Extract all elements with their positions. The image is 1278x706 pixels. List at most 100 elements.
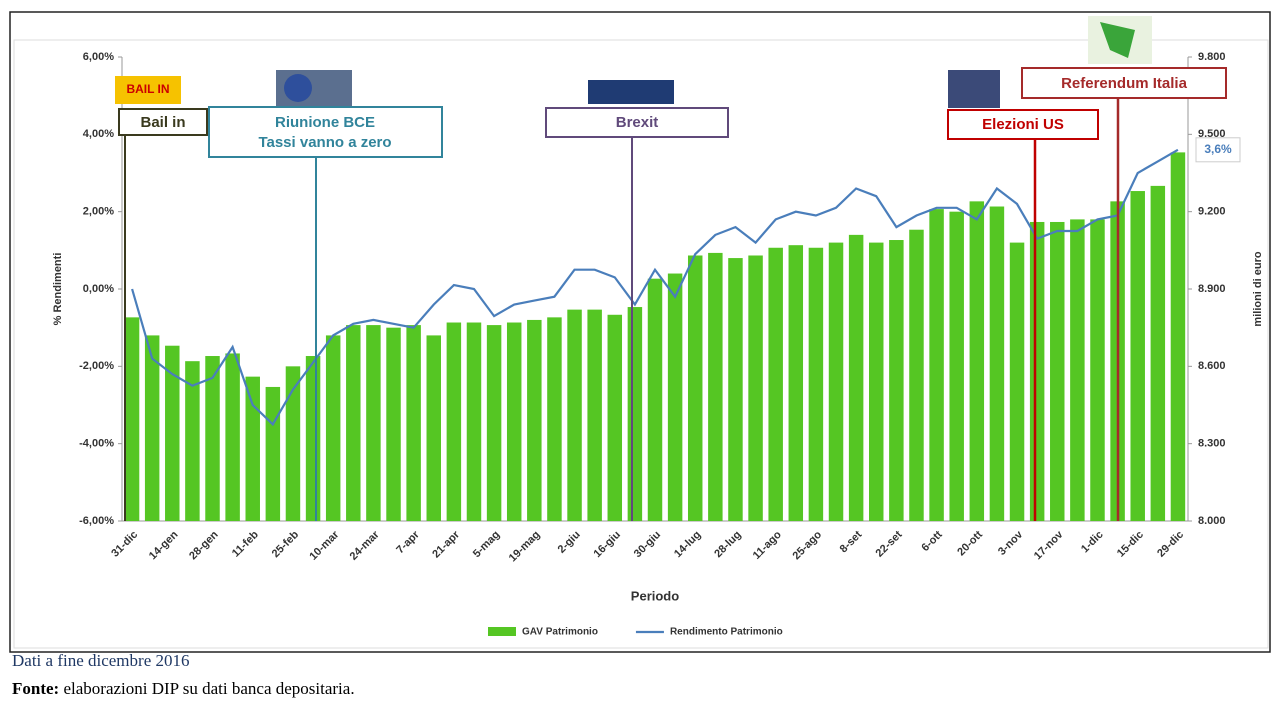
bar: [929, 209, 944, 522]
y-tick-label: 0,00%: [83, 283, 114, 295]
bar: [627, 307, 643, 521]
annotation: Referendum Italia: [1061, 75, 1188, 92]
bar: [1090, 219, 1105, 521]
bar: [728, 258, 743, 521]
bar: [527, 319, 542, 521]
icon: [948, 70, 1000, 108]
bar: [1029, 221, 1045, 521]
bar: [748, 255, 763, 521]
bar: [245, 376, 260, 521]
icon: [284, 74, 312, 102]
bar: [567, 309, 582, 521]
y2-tick-label: 9.200: [1198, 206, 1226, 218]
bar: [587, 309, 602, 521]
bar: [687, 255, 703, 521]
y2-tick-label: 8.300: [1198, 438, 1226, 450]
bar: [848, 234, 864, 521]
annotation: Tassi vanno a zero: [258, 134, 391, 151]
y2-tick-label: 8.900: [1198, 283, 1226, 295]
annotation-box: [947, 109, 1099, 140]
bar: [1170, 152, 1186, 521]
source-label: Fonte:: [12, 679, 59, 698]
bar: [466, 322, 482, 521]
line: [131, 148, 1179, 427]
y-tick-label: -2,00%: [79, 360, 114, 372]
y-tick-label: -6,00%: [79, 515, 114, 527]
bar: [165, 345, 180, 521]
bar: [788, 245, 804, 521]
bar: [889, 240, 904, 521]
bar: [647, 278, 663, 521]
bar: [969, 201, 985, 521]
y2-tick-label: 9.500: [1198, 128, 1226, 140]
bar: [708, 252, 723, 521]
x-axis-title: Periodo: [631, 588, 679, 603]
annotation-box: [208, 106, 443, 158]
annotation-box: [1021, 67, 1227, 99]
annotation: Brexit: [616, 114, 659, 131]
end-label-box: [1195, 137, 1241, 163]
bar: [225, 353, 240, 521]
annotation-box: [118, 108, 208, 136]
y-axis-title: % Rendimenti: [52, 253, 64, 326]
y2-tick-label: 8.600: [1198, 360, 1226, 372]
bar: [808, 247, 824, 521]
bar: [607, 314, 623, 521]
y2-tick-label: 9.800: [1198, 51, 1226, 63]
note: Dati a fine dicembre 2016: [12, 651, 190, 670]
source-text: elaborazioni DIP su dati banca depositar…: [59, 679, 354, 698]
bar: [205, 356, 220, 521]
plot-frame: [13, 39, 1269, 649]
bar: [1150, 185, 1166, 521]
bar: [506, 322, 522, 521]
bar: [828, 242, 844, 521]
bar: [989, 206, 1005, 521]
legend-label: Rendimento Patrimonio: [670, 627, 783, 638]
bar: [265, 386, 281, 521]
bar: [1009, 242, 1025, 521]
annotation: Bail in: [140, 114, 185, 131]
bar: [406, 325, 421, 521]
bar: [949, 211, 964, 521]
bar: [446, 322, 462, 521]
bar: [346, 325, 361, 521]
annotation: Elezioni US: [982, 116, 1064, 133]
bar: [909, 229, 924, 521]
bar: [144, 335, 160, 521]
bar: [366, 325, 381, 521]
y-tick-label: -4,00%: [79, 438, 114, 450]
y-tick-label: 6,00%: [83, 51, 114, 63]
bar: [124, 317, 140, 521]
bar: [285, 366, 301, 521]
bar: [1070, 219, 1085, 521]
bar: [1050, 221, 1065, 521]
end-label: 3,6%: [1204, 142, 1232, 156]
y-tick-label: 4,00%: [83, 128, 114, 140]
bar: [869, 242, 884, 521]
bar: [547, 317, 562, 521]
annotation: Riunione BCE: [275, 114, 375, 131]
bar: [305, 356, 321, 521]
y-tick-label: 2,00%: [83, 206, 114, 218]
bar: [768, 247, 783, 521]
bar: [325, 335, 341, 521]
bar: [667, 273, 683, 521]
y2-axis-title: milioni di euro: [1252, 251, 1264, 326]
bar: [1130, 191, 1145, 522]
icon: [588, 80, 674, 104]
bar: [486, 325, 502, 521]
y2-tick-label: 8.000: [1198, 515, 1226, 527]
legend-label: GAV Patrimonio: [522, 627, 598, 638]
bar: [185, 361, 200, 521]
annotation-box: [545, 107, 729, 138]
source: Fonte: elaborazioni DIP su dati banca de…: [12, 679, 355, 698]
bar: [426, 335, 441, 521]
icon-text: BAIL IN: [126, 82, 169, 96]
bar: [386, 327, 401, 521]
icon: [1100, 22, 1135, 58]
legend-swatch: [488, 627, 516, 636]
annotations: BAIL IN Bail in Riunione BCE Tassi vanno…: [115, 16, 1227, 521]
icon: [115, 76, 181, 104]
